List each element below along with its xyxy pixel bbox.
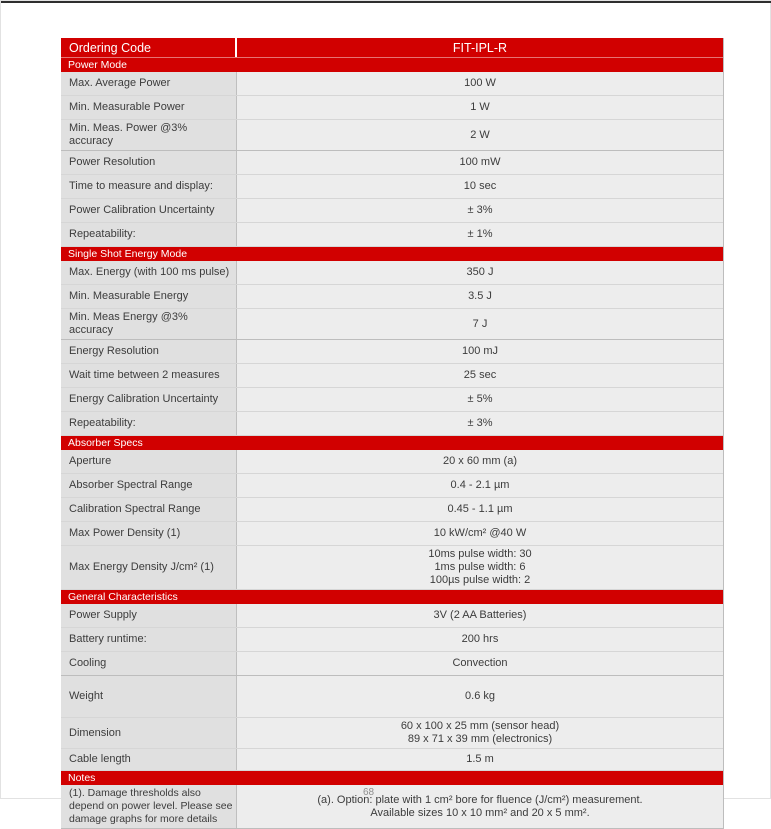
- spec-value: ± 5%: [467, 393, 493, 405]
- spec-value: ± 1%: [467, 228, 493, 240]
- spec-value: 0.45 - 1.1 µm: [447, 503, 513, 515]
- spec-label: Repeatability:: [61, 412, 237, 435]
- section-power-mode: Power Mode Max. Average Power 100 W Min. Me…: [61, 58, 723, 247]
- spec-label: Calibration Spectral Range: [61, 498, 237, 521]
- section-absorber-specs: Absorber Specs Aperture 20 x 60 mm (a) Abso…: [61, 436, 723, 590]
- spec-row: Absorber Spectral Range 0.4 - 2.1 µm: [61, 474, 723, 498]
- spec-label: Min. Measurable Power: [61, 96, 237, 119]
- spec-label: Cooling: [61, 652, 237, 675]
- spec-label: Battery runtime:: [61, 628, 237, 651]
- spec-row: Calibration Spectral Range 0.45 - 1.1 µm: [61, 498, 723, 522]
- spec-label: Aperture: [61, 450, 237, 473]
- section-header-power-mode: Power Mode: [61, 58, 723, 72]
- spec-row: Power Calibration Uncertainty ± 3%: [61, 199, 723, 223]
- spec-row: Battery runtime: 200 hrs: [61, 628, 723, 652]
- spec-label: Dimension: [61, 718, 237, 748]
- section-general-characteristics: General Characteristics Power Supply 3V (2…: [61, 590, 723, 771]
- spec-value: 20 x 60 mm (a): [443, 455, 517, 467]
- spec-row: Cable length 1.5 m: [61, 749, 723, 771]
- spec-value: 60 x 100 x 25 mm (sensor head) 89 x 71 x …: [400, 720, 560, 745]
- section-header-general-characteristics: General Characteristics: [61, 590, 723, 604]
- spec-label: Energy Resolution: [61, 340, 237, 363]
- page-top-border: [1, 1, 771, 3]
- spec-row: Power Supply 3V (2 AA Batteries): [61, 604, 723, 628]
- spec-row: Cooling Convection: [61, 652, 723, 676]
- spec-label: Power Calibration Uncertainty: [61, 199, 237, 222]
- spec-label: Max Power Density (1): [61, 522, 237, 545]
- spec-row: Power Resolution 100 mW: [61, 151, 723, 175]
- spec-label: (1). Damage thresholds also depend on po…: [61, 785, 237, 828]
- page-number: 68: [363, 787, 375, 798]
- product-code-header: FIT-IPL-R: [452, 40, 508, 55]
- spec-row: Repeatability: ± 1%: [61, 223, 723, 247]
- spec-value: 3.5 J: [468, 290, 492, 302]
- spec-value: 0.4 - 2.1 µm: [450, 479, 510, 491]
- spec-label: Power Resolution: [61, 151, 237, 174]
- spec-label: Repeatability:: [61, 223, 237, 246]
- table-header-row: Ordering Code FIT-IPL-R: [61, 38, 723, 58]
- spec-row: Max. Energy (with 100 ms pulse) 350 J: [61, 261, 723, 285]
- spec-label: Cable length: [61, 749, 237, 770]
- spec-row: Max. Average Power 100 W: [61, 72, 723, 96]
- spec-label: Weight: [61, 676, 237, 717]
- spec-row: (1). Damage thresholds also depend on po…: [61, 785, 723, 828]
- spec-label: Max. Energy (with 100 ms pulse): [61, 261, 237, 284]
- spec-row: Time to measure and display: 10 sec: [61, 175, 723, 199]
- spec-value: 100 W: [464, 77, 496, 89]
- spec-label: Wait time between 2 measures: [61, 364, 237, 387]
- spec-value: 0.6 kg: [465, 690, 495, 702]
- ordering-code-header: Ordering Code: [61, 38, 237, 57]
- spec-row: Min. Measurable Energy 3.5 J: [61, 285, 723, 309]
- spec-row: Min. Meas Energy @3% accuracy 7 J: [61, 309, 723, 340]
- spec-row: Repeatability: ± 3%: [61, 412, 723, 436]
- spec-value: 10 kW/cm² @40 W: [433, 527, 527, 539]
- spec-row: Max Energy Density J/cm² (1) 10ms pulse w…: [61, 546, 723, 590]
- spec-value: 200 hrs: [461, 633, 499, 645]
- spec-row: Energy Calibration Uncertainty ± 5%: [61, 388, 723, 412]
- spec-value: 100 mJ: [461, 345, 499, 357]
- spec-value: 10ms pulse width: 30 1ms pulse width: 6 10…: [428, 548, 532, 586]
- spec-row: Aperture 20 x 60 mm (a): [61, 450, 723, 474]
- spec-label: Min. Measurable Energy: [61, 285, 237, 308]
- spec-row: Min. Meas. Power @3% accuracy 2 W: [61, 120, 723, 151]
- spec-label: Max. Average Power: [61, 72, 237, 95]
- spec-row: Min. Measurable Power 1 W: [61, 96, 723, 120]
- spec-label: Energy Calibration Uncertainty: [61, 388, 237, 411]
- spec-value: 100 mW: [459, 156, 501, 168]
- spec-value: Convection: [452, 657, 508, 669]
- spec-row: Wait time between 2 measures 25 sec: [61, 364, 723, 388]
- spec-value: 1 W: [470, 101, 490, 113]
- spec-value: 350 J: [466, 266, 494, 278]
- spec-value: 3V (2 AA Batteries): [433, 609, 527, 621]
- spec-label: Max Energy Density J/cm² (1): [61, 546, 237, 589]
- spec-value: 10 sec: [463, 180, 497, 192]
- section-notes: Notes (1). Damage thresholds also depend …: [61, 771, 723, 828]
- spec-row: Max Power Density (1) 10 kW/cm² @40 W: [61, 522, 723, 546]
- spec-value: 1.5 m: [466, 753, 494, 765]
- spec-value: ± 3%: [467, 417, 493, 429]
- spec-value: (a). Option: plate with 1 cm² bore for f…: [317, 793, 643, 819]
- spec-label: Time to measure and display:: [61, 175, 237, 198]
- spec-value: 7 J: [472, 317, 488, 330]
- section-header-absorber-specs: Absorber Specs: [61, 436, 723, 450]
- spec-row: Weight 0.6 kg: [61, 676, 723, 718]
- spec-label: Min. Meas Energy @3% accuracy: [61, 309, 237, 339]
- spec-label: Absorber Spectral Range: [61, 474, 237, 497]
- spec-row: Dimension 60 x 100 x 25 mm (sensor head) 8…: [61, 718, 723, 749]
- spec-row: Energy Resolution 100 mJ: [61, 340, 723, 364]
- spec-label: Power Supply: [61, 604, 237, 627]
- section-header-single-shot-energy-mode: Single Shot Energy Mode: [61, 247, 723, 261]
- spec-value: ± 3%: [467, 204, 493, 216]
- spec-value: 2 W: [470, 128, 490, 141]
- section-header-notes: Notes: [61, 771, 723, 785]
- spec-value: 25 sec: [463, 369, 497, 381]
- spec-label: Min. Meas. Power @3% accuracy: [61, 120, 237, 150]
- spec-table: Ordering Code FIT-IPL-R Power Mode Max. A…: [61, 38, 724, 829]
- spec-table-body: Power Mode Max. Average Power 100 W Min. Me…: [61, 58, 723, 828]
- section-single-shot-energy-mode: Single Shot Energy Mode Max. Energy (with…: [61, 247, 723, 436]
